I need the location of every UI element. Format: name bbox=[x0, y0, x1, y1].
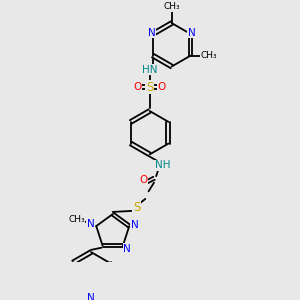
Text: N: N bbox=[87, 293, 95, 300]
Text: HN: HN bbox=[142, 65, 158, 75]
Text: NH: NH bbox=[155, 160, 170, 170]
Text: N: N bbox=[87, 219, 95, 229]
Text: O: O bbox=[134, 82, 142, 92]
Text: CH₃: CH₃ bbox=[164, 2, 180, 11]
Text: N: N bbox=[131, 220, 139, 230]
Text: O: O bbox=[158, 82, 166, 92]
Text: CH₃: CH₃ bbox=[68, 215, 85, 224]
Text: S: S bbox=[146, 81, 153, 94]
Text: N: N bbox=[188, 28, 196, 38]
Text: N: N bbox=[148, 28, 156, 38]
Text: O: O bbox=[139, 176, 147, 185]
Text: CH₃: CH₃ bbox=[201, 51, 217, 60]
Text: N: N bbox=[123, 244, 131, 254]
Text: S: S bbox=[133, 201, 140, 214]
